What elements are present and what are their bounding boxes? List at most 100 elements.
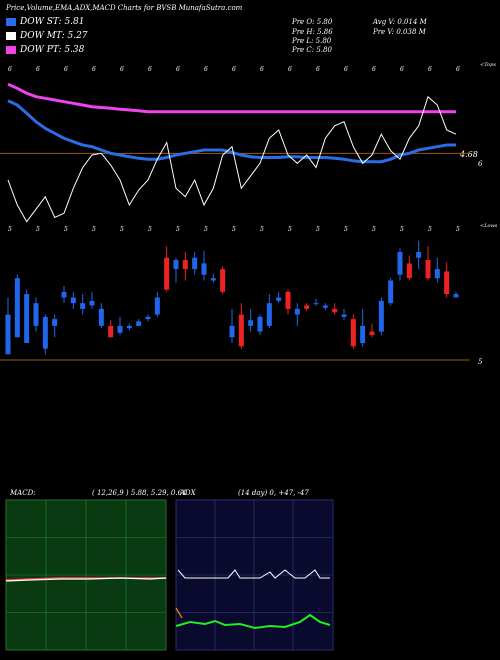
stat-prev-high: Pre H: 5.86 (292, 28, 333, 36)
candle-body (5, 314, 11, 355)
macd-title: MACD: (10, 489, 36, 497)
low-marker: 5 (316, 226, 320, 233)
low-marker: 5 (260, 226, 264, 233)
tops-label: <Tops (480, 62, 496, 68)
candle-body (89, 300, 95, 306)
top-marker: 6 (120, 66, 124, 73)
candle-body (182, 260, 188, 270)
candle-body (416, 252, 422, 258)
candle-body (52, 319, 58, 326)
candle-body (42, 316, 48, 349)
candle-body (201, 263, 207, 275)
candle-body (238, 314, 244, 347)
stat-avg-volume: Avg V: 0.014 M (373, 18, 427, 26)
candle-body (350, 319, 356, 347)
candle-body (145, 316, 151, 320)
candle-body (80, 303, 86, 309)
candle-body (285, 291, 291, 309)
adx-orange-line (175, 607, 183, 619)
top-marker: 6 (288, 66, 292, 73)
macd-values: ( 12,26,9 ) 5.88, 5.29, 0.64 (92, 489, 187, 497)
candle-body (406, 263, 412, 279)
legend-label-st: DOW ST: 5.81 (20, 17, 85, 27)
candle-body (154, 297, 160, 315)
candle-body (229, 325, 235, 338)
low-marker: 5 (204, 226, 208, 233)
adx-green-line (175, 613, 331, 630)
candle-body (276, 297, 282, 301)
candle-body (14, 278, 20, 338)
candle-body (369, 331, 375, 335)
low-marker: 5 (92, 226, 96, 233)
low-marker: 5 (64, 226, 68, 233)
low-marker: 5 (120, 226, 124, 233)
top-marker: 6 (260, 66, 264, 73)
top-marker: 6 (36, 66, 40, 73)
adx-line (177, 569, 330, 579)
legend-dow-st: DOW ST: 5.81 (6, 17, 85, 27)
candle-body (444, 271, 450, 295)
candle-body (61, 291, 67, 298)
low-marker: 5 (400, 226, 404, 233)
top-marker: 6 (456, 66, 460, 73)
top-marker: 6 (8, 66, 12, 73)
candle-body (98, 308, 104, 326)
candle-body (322, 305, 328, 308)
level-value-label: 4.68 (460, 150, 478, 159)
adx-title: ADX (180, 489, 196, 497)
candle-body (136, 321, 142, 326)
adx-values: (14 day) 0, +47, -47 (238, 489, 309, 497)
candle-body (220, 269, 226, 292)
top-marker: 6 (204, 66, 208, 73)
top-marker: 6 (148, 66, 152, 73)
top-marker: 6 (316, 66, 320, 73)
low-marker: 5 (148, 226, 152, 233)
low-marker: 5 (456, 226, 460, 233)
lows-label: <Lows (480, 223, 498, 229)
candle-body (332, 308, 338, 313)
macd-line (5, 577, 167, 582)
candle-body (294, 308, 300, 315)
chart-title: Price,Volume,EMA,ADX,MACD Charts for BVS… (6, 4, 243, 12)
ema-line (7, 99, 456, 164)
candle-body (425, 260, 431, 279)
candle-body (360, 325, 366, 343)
axis-tick-5: 5 (478, 358, 483, 366)
legend-swatch-st (6, 18, 16, 26)
candle-body (388, 280, 394, 304)
candle-body (313, 303, 319, 305)
candle-body (192, 257, 198, 270)
candle-body (24, 294, 30, 343)
top-marker: 6 (400, 66, 404, 73)
low-marker: 5 (344, 226, 348, 233)
top-marker: 6 (176, 66, 180, 73)
price-line (7, 95, 457, 223)
low-marker: 5 (36, 226, 40, 233)
stat-prev-close: Pre C: 5.80 (292, 46, 332, 54)
stat-prev-volume: Pre V: 0.038 M (373, 28, 426, 36)
top-marker: 6 (232, 66, 236, 73)
low-marker: 5 (428, 226, 432, 233)
legend-swatch-pt (6, 46, 16, 54)
candle-body (108, 325, 114, 338)
candle-body (164, 257, 170, 290)
candle-body (378, 300, 384, 332)
candle-body (453, 294, 459, 298)
top-marker: 6 (428, 66, 432, 73)
top-marker: 6 (344, 66, 348, 73)
legend-label-pt: DOW PT: 5.38 (20, 45, 85, 55)
candle-body (266, 303, 272, 326)
legend-swatch-mt (6, 32, 16, 40)
pt-line (7, 82, 456, 114)
candle-body (210, 278, 216, 281)
candle-body (257, 316, 263, 332)
stat-prev-low: Pre L: 5.80 (292, 37, 332, 45)
candle-body (397, 252, 403, 275)
low-marker: 5 (372, 226, 376, 233)
candle-body (126, 325, 132, 329)
candle-body (248, 320, 254, 326)
candle-body (117, 325, 123, 333)
top-marker: 6 (92, 66, 96, 73)
